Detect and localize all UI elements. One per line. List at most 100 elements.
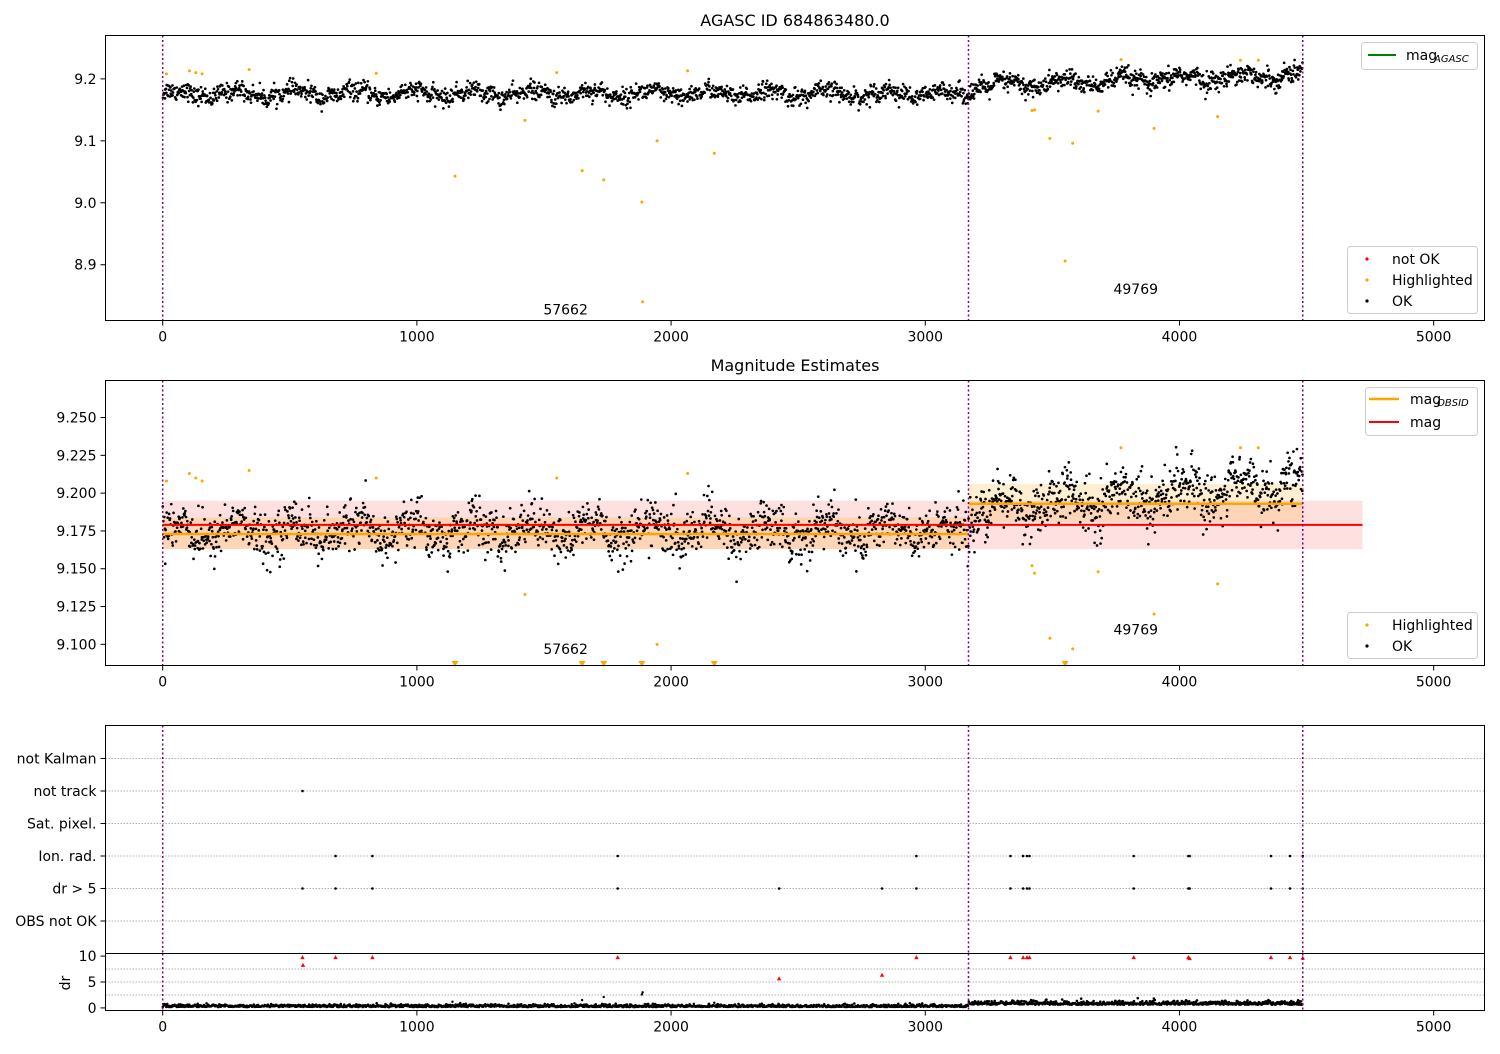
ok-point xyxy=(420,529,423,532)
ok-point xyxy=(473,528,476,531)
ok-point xyxy=(973,528,976,531)
ok-point xyxy=(1204,487,1207,490)
ok-point xyxy=(532,526,535,529)
ok-point xyxy=(313,544,316,547)
ok-point xyxy=(289,507,292,510)
ok-point xyxy=(621,568,624,571)
ok-point xyxy=(969,534,972,537)
ok-point xyxy=(639,90,642,93)
ok-point xyxy=(171,541,174,544)
ok-point xyxy=(785,88,788,91)
ok-point xyxy=(593,538,596,541)
ok-point xyxy=(189,545,192,548)
ok-point xyxy=(1053,483,1056,486)
ok-point xyxy=(915,92,918,95)
ok-point xyxy=(399,519,402,522)
ok-point xyxy=(425,546,428,549)
ok-point xyxy=(1199,489,1202,492)
ok-point xyxy=(432,96,435,99)
ok-point xyxy=(1012,81,1015,84)
ok-point xyxy=(1157,499,1160,502)
ok-point xyxy=(1207,505,1210,508)
ok-point xyxy=(309,87,312,90)
ok-point xyxy=(296,527,299,530)
ok-point xyxy=(864,527,867,530)
ok-point xyxy=(221,84,224,87)
ok-point xyxy=(227,90,230,93)
ok-point xyxy=(431,528,434,531)
ok-point xyxy=(907,90,910,93)
ok-point xyxy=(967,517,970,520)
ok-point xyxy=(1254,74,1257,77)
obsid-annotation: 57662 xyxy=(543,642,588,658)
ok-point xyxy=(523,538,526,541)
ok-point xyxy=(1108,489,1111,492)
ok-point xyxy=(1015,489,1018,492)
ok-point xyxy=(811,551,814,554)
ok-point xyxy=(665,539,668,542)
ok-point xyxy=(346,527,349,530)
ok-point xyxy=(193,87,196,90)
ok-point xyxy=(869,106,872,109)
ok-point xyxy=(854,549,857,552)
ok-point xyxy=(671,537,674,540)
ok-point xyxy=(732,88,735,91)
ok-point xyxy=(1078,495,1081,498)
ok-point xyxy=(206,94,209,97)
ok-point xyxy=(493,86,496,89)
ok-point xyxy=(282,557,285,560)
ok-point xyxy=(352,90,355,93)
ok-point xyxy=(802,98,805,101)
ok-point xyxy=(712,84,715,87)
ok-point xyxy=(1005,505,1008,508)
ok-point xyxy=(655,521,658,524)
ok-point xyxy=(705,517,708,520)
ok-point xyxy=(952,526,955,529)
ok-point xyxy=(711,87,714,90)
ok-point xyxy=(197,105,200,108)
ok-point xyxy=(892,518,895,521)
ok-point xyxy=(1141,465,1144,468)
ok-point xyxy=(370,91,373,94)
ok-point xyxy=(1265,470,1268,473)
y-tick-label: 9.2 xyxy=(74,72,96,88)
ok-point xyxy=(1059,490,1062,493)
ok-point xyxy=(1279,489,1282,492)
ok-point xyxy=(1032,96,1035,99)
ok-point xyxy=(1079,521,1082,524)
ok-point xyxy=(304,529,307,532)
ok-point xyxy=(376,539,379,542)
ok-point xyxy=(1224,485,1227,488)
ok-point xyxy=(239,94,242,97)
ok-point xyxy=(1162,492,1165,495)
ok-point xyxy=(446,570,449,573)
ok-point xyxy=(277,514,280,517)
ok-point xyxy=(430,551,433,554)
ok-point xyxy=(1282,75,1285,78)
ok-point xyxy=(754,544,757,547)
ok-point xyxy=(832,512,835,515)
ok-point xyxy=(649,501,652,504)
ok-point xyxy=(757,511,760,514)
ok-point xyxy=(873,540,876,543)
ok-point xyxy=(1209,520,1212,523)
ok-point xyxy=(1011,75,1014,78)
ok-point xyxy=(295,502,298,505)
ok-point xyxy=(1209,87,1212,90)
agasc-panel-title: AGASC ID 684863480.0 xyxy=(700,11,889,30)
ok-point xyxy=(415,529,418,532)
ok-point xyxy=(935,542,938,545)
ok-point xyxy=(1094,83,1097,86)
flag-point xyxy=(1026,855,1029,858)
ok-point xyxy=(343,527,346,530)
ok-point xyxy=(1276,492,1279,495)
highlighted-point xyxy=(248,469,251,472)
ok-point xyxy=(1059,81,1062,84)
ok-point xyxy=(322,549,325,552)
ok-point xyxy=(679,100,682,103)
ok-point xyxy=(255,544,258,547)
ok-point xyxy=(929,88,932,91)
ok-point xyxy=(920,94,923,97)
ok-point xyxy=(301,527,304,530)
ok-point xyxy=(727,557,730,560)
